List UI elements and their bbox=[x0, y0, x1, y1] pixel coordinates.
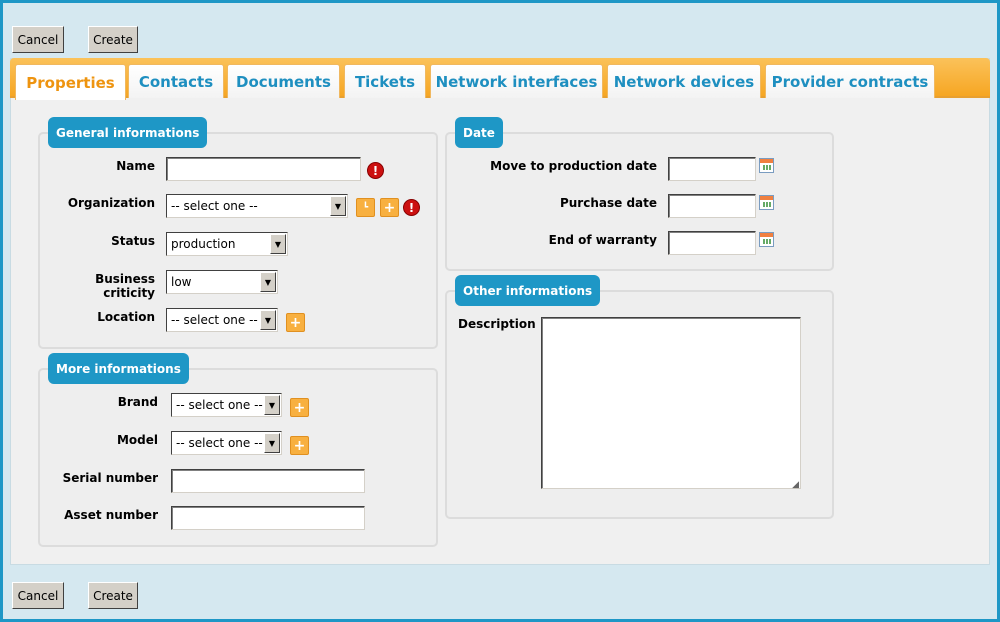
calendar-icon[interactable] bbox=[759, 195, 774, 210]
criticity-label: Business criticity bbox=[95, 272, 155, 300]
serial-input[interactable] bbox=[171, 469, 365, 493]
chevron-down-icon: ▼ bbox=[330, 196, 346, 216]
model-label: Model bbox=[116, 433, 158, 447]
cancel-button-top[interactable]: Cancel bbox=[12, 26, 64, 53]
organization-value: -- select one -- bbox=[171, 199, 258, 213]
chevron-down-icon: ▼ bbox=[260, 272, 276, 292]
required-icon: ! bbox=[367, 162, 384, 179]
chevron-down-icon: ▼ bbox=[264, 395, 280, 415]
create-button-bottom[interactable]: Create bbox=[88, 582, 138, 609]
location-label: Location bbox=[97, 310, 155, 324]
status-label: Status bbox=[111, 234, 155, 248]
calendar-icon[interactable] bbox=[759, 232, 774, 247]
name-input[interactable] bbox=[166, 157, 361, 181]
more-legend: More informations bbox=[48, 353, 189, 384]
tab-documents[interactable]: Documents bbox=[227, 64, 340, 98]
brand-value: -- select one -- bbox=[176, 398, 263, 412]
create-button-top[interactable]: Create bbox=[88, 26, 138, 53]
general-legend: General informations bbox=[48, 117, 208, 148]
location-value: -- select one -- bbox=[171, 313, 258, 327]
add-location-button[interactable]: + bbox=[286, 313, 305, 332]
tab-network-interfaces[interactable]: Network interfaces bbox=[430, 64, 603, 98]
status-value: production bbox=[171, 237, 236, 251]
name-label: Name bbox=[116, 159, 155, 173]
brand-select[interactable]: -- select one -- ▼ bbox=[171, 393, 282, 417]
purchase-date-label: Purchase date bbox=[559, 196, 657, 210]
required-icon: ! bbox=[403, 199, 420, 216]
chevron-down-icon: ▼ bbox=[264, 433, 280, 453]
tab-provider-contracts[interactable]: Provider contracts bbox=[765, 64, 935, 98]
description-label: Description bbox=[458, 317, 536, 331]
purchase-date-input[interactable] bbox=[668, 194, 756, 218]
tab-properties[interactable]: Properties bbox=[15, 64, 126, 100]
status-select[interactable]: production ▼ bbox=[166, 232, 288, 256]
organization-select[interactable]: -- select one -- ▼ bbox=[166, 194, 348, 218]
production-date-label: Move to production date bbox=[490, 159, 657, 173]
model-value: -- select one -- bbox=[176, 436, 263, 450]
chevron-down-icon: ▼ bbox=[260, 310, 276, 330]
date-legend: Date bbox=[455, 117, 503, 148]
add-organization-button[interactable]: + bbox=[380, 198, 399, 217]
production-date-input[interactable] bbox=[668, 157, 756, 181]
tree-icon[interactable]: ┗ bbox=[356, 198, 375, 217]
criticity-value: low bbox=[171, 275, 192, 289]
warranty-input[interactable] bbox=[668, 231, 756, 255]
warranty-label: End of warranty bbox=[548, 233, 657, 247]
brand-label: Brand bbox=[117, 395, 158, 409]
cancel-button-bottom[interactable]: Cancel bbox=[12, 582, 64, 609]
description-textarea[interactable]: ◢ bbox=[541, 317, 801, 490]
other-legend: Other informations bbox=[455, 275, 601, 306]
add-model-button[interactable]: + bbox=[290, 436, 309, 455]
criticity-select[interactable]: low ▼ bbox=[166, 270, 278, 294]
chevron-down-icon: ▼ bbox=[270, 234, 286, 254]
tab-network-devices[interactable]: Network devices bbox=[607, 64, 761, 98]
tab-contacts[interactable]: Contacts bbox=[128, 64, 224, 98]
location-select[interactable]: -- select one -- ▼ bbox=[166, 308, 278, 332]
asset-input[interactable] bbox=[171, 506, 365, 530]
resize-handle-icon[interactable]: ◢ bbox=[792, 480, 799, 490]
add-brand-button[interactable]: + bbox=[290, 398, 309, 417]
organization-label: Organization bbox=[67, 196, 155, 210]
tab-tickets[interactable]: Tickets bbox=[344, 64, 426, 98]
serial-label: Serial number bbox=[62, 471, 158, 485]
calendar-icon[interactable] bbox=[759, 158, 774, 173]
asset-label: Asset number bbox=[64, 508, 158, 522]
model-select[interactable]: -- select one -- ▼ bbox=[171, 431, 282, 455]
